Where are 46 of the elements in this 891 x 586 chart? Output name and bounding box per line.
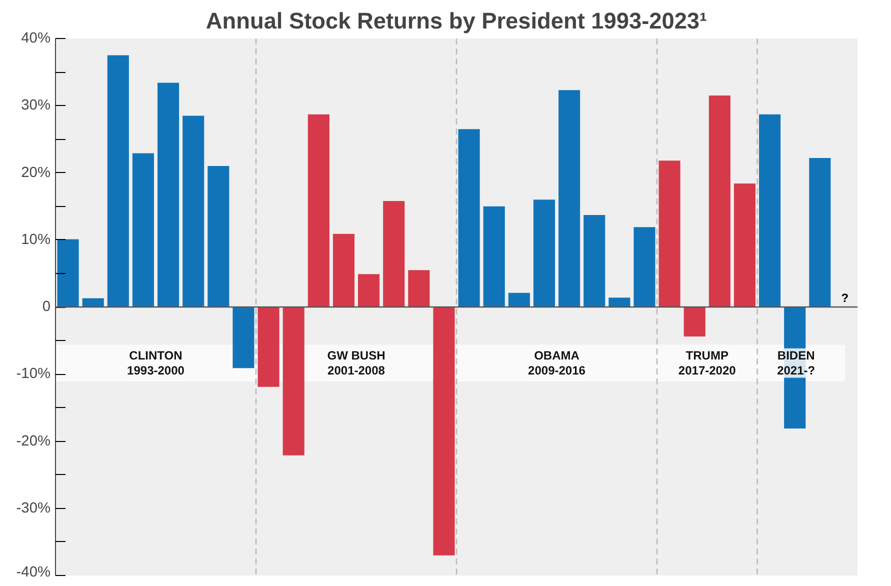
bar [158,82,180,307]
y-tick-label: -10% [16,366,51,382]
annotation: GW BUSH 2001-2008 [327,348,386,378]
bar [57,239,79,307]
bar [182,116,204,307]
y-tick-label: 10% [21,232,51,248]
bar [458,129,480,307]
bar [734,183,756,307]
bar [282,307,304,456]
bar [658,160,680,307]
y-tick-label: -40% [16,564,51,580]
y-tick-label: 30% [21,98,51,114]
bar [708,96,730,307]
bar [608,298,630,307]
annotation: TRUMP 2017-2020 [678,348,736,378]
bar [634,227,656,307]
y-tick-label: 20% [21,164,51,181]
bar [82,298,104,307]
bar [232,307,254,368]
bar [759,114,781,307]
annotation: BIDEN 2021-? [777,348,816,378]
bar [809,158,831,307]
bar [483,206,505,307]
bar [584,215,606,307]
y-tick-label: 40% [21,30,51,46]
bar [433,307,455,556]
chart-title: Annual Stock Returns by President 1993-2023¹ [206,8,708,34]
y-tick-label: 0 [42,299,51,315]
bar [208,166,230,307]
bar [308,114,330,307]
bar [684,307,706,337]
annotation: OBAMA 2009-2016 [528,348,586,378]
bar [508,292,530,307]
bar [132,153,154,307]
bar [358,274,380,307]
bar [408,270,430,307]
y-tick-label: -20% [16,433,51,450]
bar [533,200,555,307]
text: ? [841,291,849,305]
y-tick-label: -30% [16,500,51,516]
bar [107,55,129,307]
annotation: CLINTON 1993-2000 [127,348,185,378]
bar [383,200,405,307]
bar [332,234,354,307]
bar [558,90,580,307]
bar [258,307,280,387]
